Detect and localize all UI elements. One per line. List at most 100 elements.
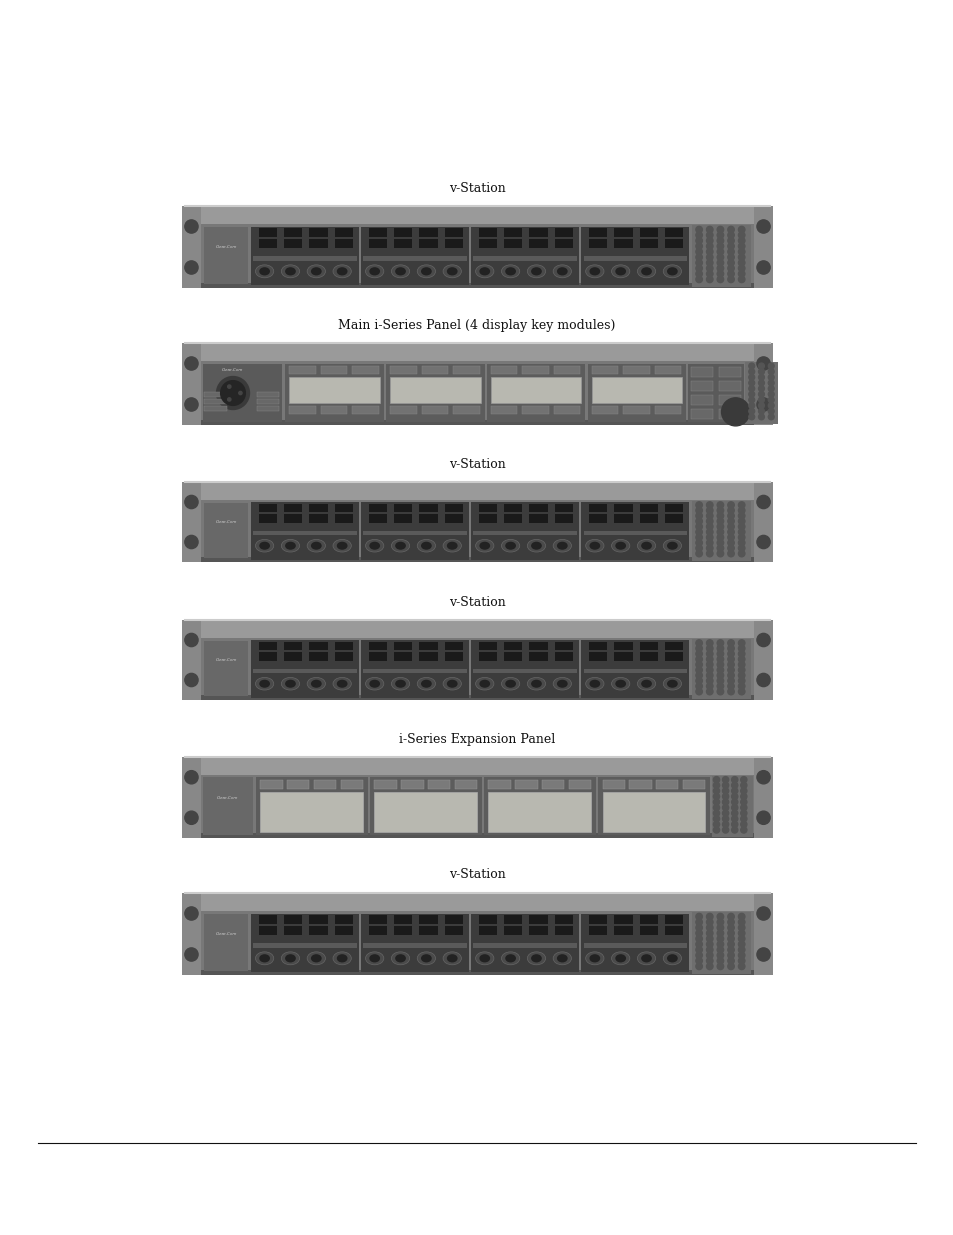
- Bar: [284, 514, 302, 522]
- Bar: [285, 363, 383, 422]
- Bar: [639, 642, 658, 651]
- Bar: [335, 652, 353, 661]
- Circle shape: [713, 793, 719, 799]
- Circle shape: [717, 662, 723, 668]
- Bar: [340, 779, 363, 789]
- Circle shape: [713, 821, 719, 827]
- Circle shape: [185, 948, 198, 961]
- Circle shape: [740, 788, 746, 794]
- Bar: [374, 793, 476, 832]
- Ellipse shape: [307, 952, 325, 965]
- Bar: [664, 240, 682, 248]
- Bar: [691, 913, 750, 973]
- Bar: [369, 504, 387, 513]
- Circle shape: [738, 248, 744, 254]
- Circle shape: [713, 777, 719, 783]
- Bar: [182, 911, 772, 974]
- Circle shape: [731, 815, 737, 821]
- Ellipse shape: [446, 679, 457, 688]
- Circle shape: [740, 793, 746, 799]
- Ellipse shape: [662, 678, 680, 690]
- Bar: [614, 504, 632, 513]
- Circle shape: [727, 925, 734, 931]
- Bar: [182, 893, 201, 974]
- Bar: [394, 915, 412, 924]
- Bar: [258, 652, 276, 661]
- Circle shape: [717, 551, 723, 557]
- Bar: [258, 514, 276, 522]
- Circle shape: [756, 357, 769, 370]
- Bar: [455, 779, 476, 789]
- Ellipse shape: [557, 267, 567, 275]
- Bar: [591, 377, 681, 403]
- Bar: [369, 926, 387, 935]
- Ellipse shape: [311, 267, 321, 275]
- Circle shape: [727, 501, 734, 509]
- Circle shape: [727, 237, 734, 245]
- Bar: [401, 779, 423, 789]
- Circle shape: [706, 243, 712, 249]
- Circle shape: [727, 662, 734, 668]
- Ellipse shape: [307, 540, 325, 552]
- Circle shape: [721, 827, 728, 834]
- Bar: [419, 926, 437, 935]
- Ellipse shape: [281, 540, 299, 552]
- Circle shape: [758, 374, 763, 380]
- Circle shape: [731, 777, 737, 783]
- Circle shape: [706, 513, 712, 519]
- Circle shape: [731, 827, 737, 834]
- Ellipse shape: [640, 267, 651, 275]
- Ellipse shape: [527, 540, 545, 552]
- Bar: [483, 777, 595, 835]
- Circle shape: [695, 930, 701, 936]
- Circle shape: [717, 270, 723, 277]
- Bar: [614, 514, 632, 522]
- Circle shape: [717, 540, 723, 546]
- Circle shape: [756, 906, 769, 920]
- Circle shape: [713, 810, 719, 816]
- Bar: [453, 406, 479, 414]
- Circle shape: [228, 398, 231, 401]
- Ellipse shape: [666, 267, 677, 275]
- Circle shape: [767, 396, 773, 403]
- Bar: [204, 227, 248, 284]
- Circle shape: [238, 391, 242, 395]
- Circle shape: [228, 385, 231, 388]
- Bar: [182, 774, 772, 839]
- Circle shape: [727, 683, 734, 689]
- Bar: [284, 228, 302, 237]
- Circle shape: [717, 667, 723, 673]
- Circle shape: [706, 683, 712, 689]
- Ellipse shape: [553, 952, 571, 965]
- Bar: [591, 366, 618, 374]
- Circle shape: [706, 551, 712, 557]
- Circle shape: [727, 914, 734, 920]
- Bar: [444, 240, 462, 248]
- Ellipse shape: [589, 679, 599, 688]
- Circle shape: [727, 259, 734, 266]
- Bar: [719, 395, 740, 405]
- Ellipse shape: [662, 540, 680, 552]
- Circle shape: [717, 919, 723, 925]
- Circle shape: [706, 941, 712, 947]
- Circle shape: [721, 788, 728, 794]
- Circle shape: [767, 374, 773, 380]
- Bar: [255, 777, 367, 835]
- Circle shape: [767, 369, 773, 374]
- Circle shape: [695, 656, 701, 662]
- Circle shape: [185, 261, 198, 274]
- Circle shape: [731, 799, 737, 805]
- Circle shape: [695, 513, 701, 519]
- Circle shape: [748, 363, 754, 369]
- Circle shape: [727, 645, 734, 652]
- Bar: [394, 504, 412, 513]
- Circle shape: [706, 529, 712, 535]
- Bar: [664, 514, 682, 522]
- Ellipse shape: [662, 952, 680, 965]
- Polygon shape: [185, 482, 769, 500]
- Ellipse shape: [501, 952, 519, 965]
- Bar: [639, 504, 658, 513]
- Bar: [289, 406, 315, 414]
- Bar: [182, 343, 201, 425]
- Circle shape: [727, 517, 734, 525]
